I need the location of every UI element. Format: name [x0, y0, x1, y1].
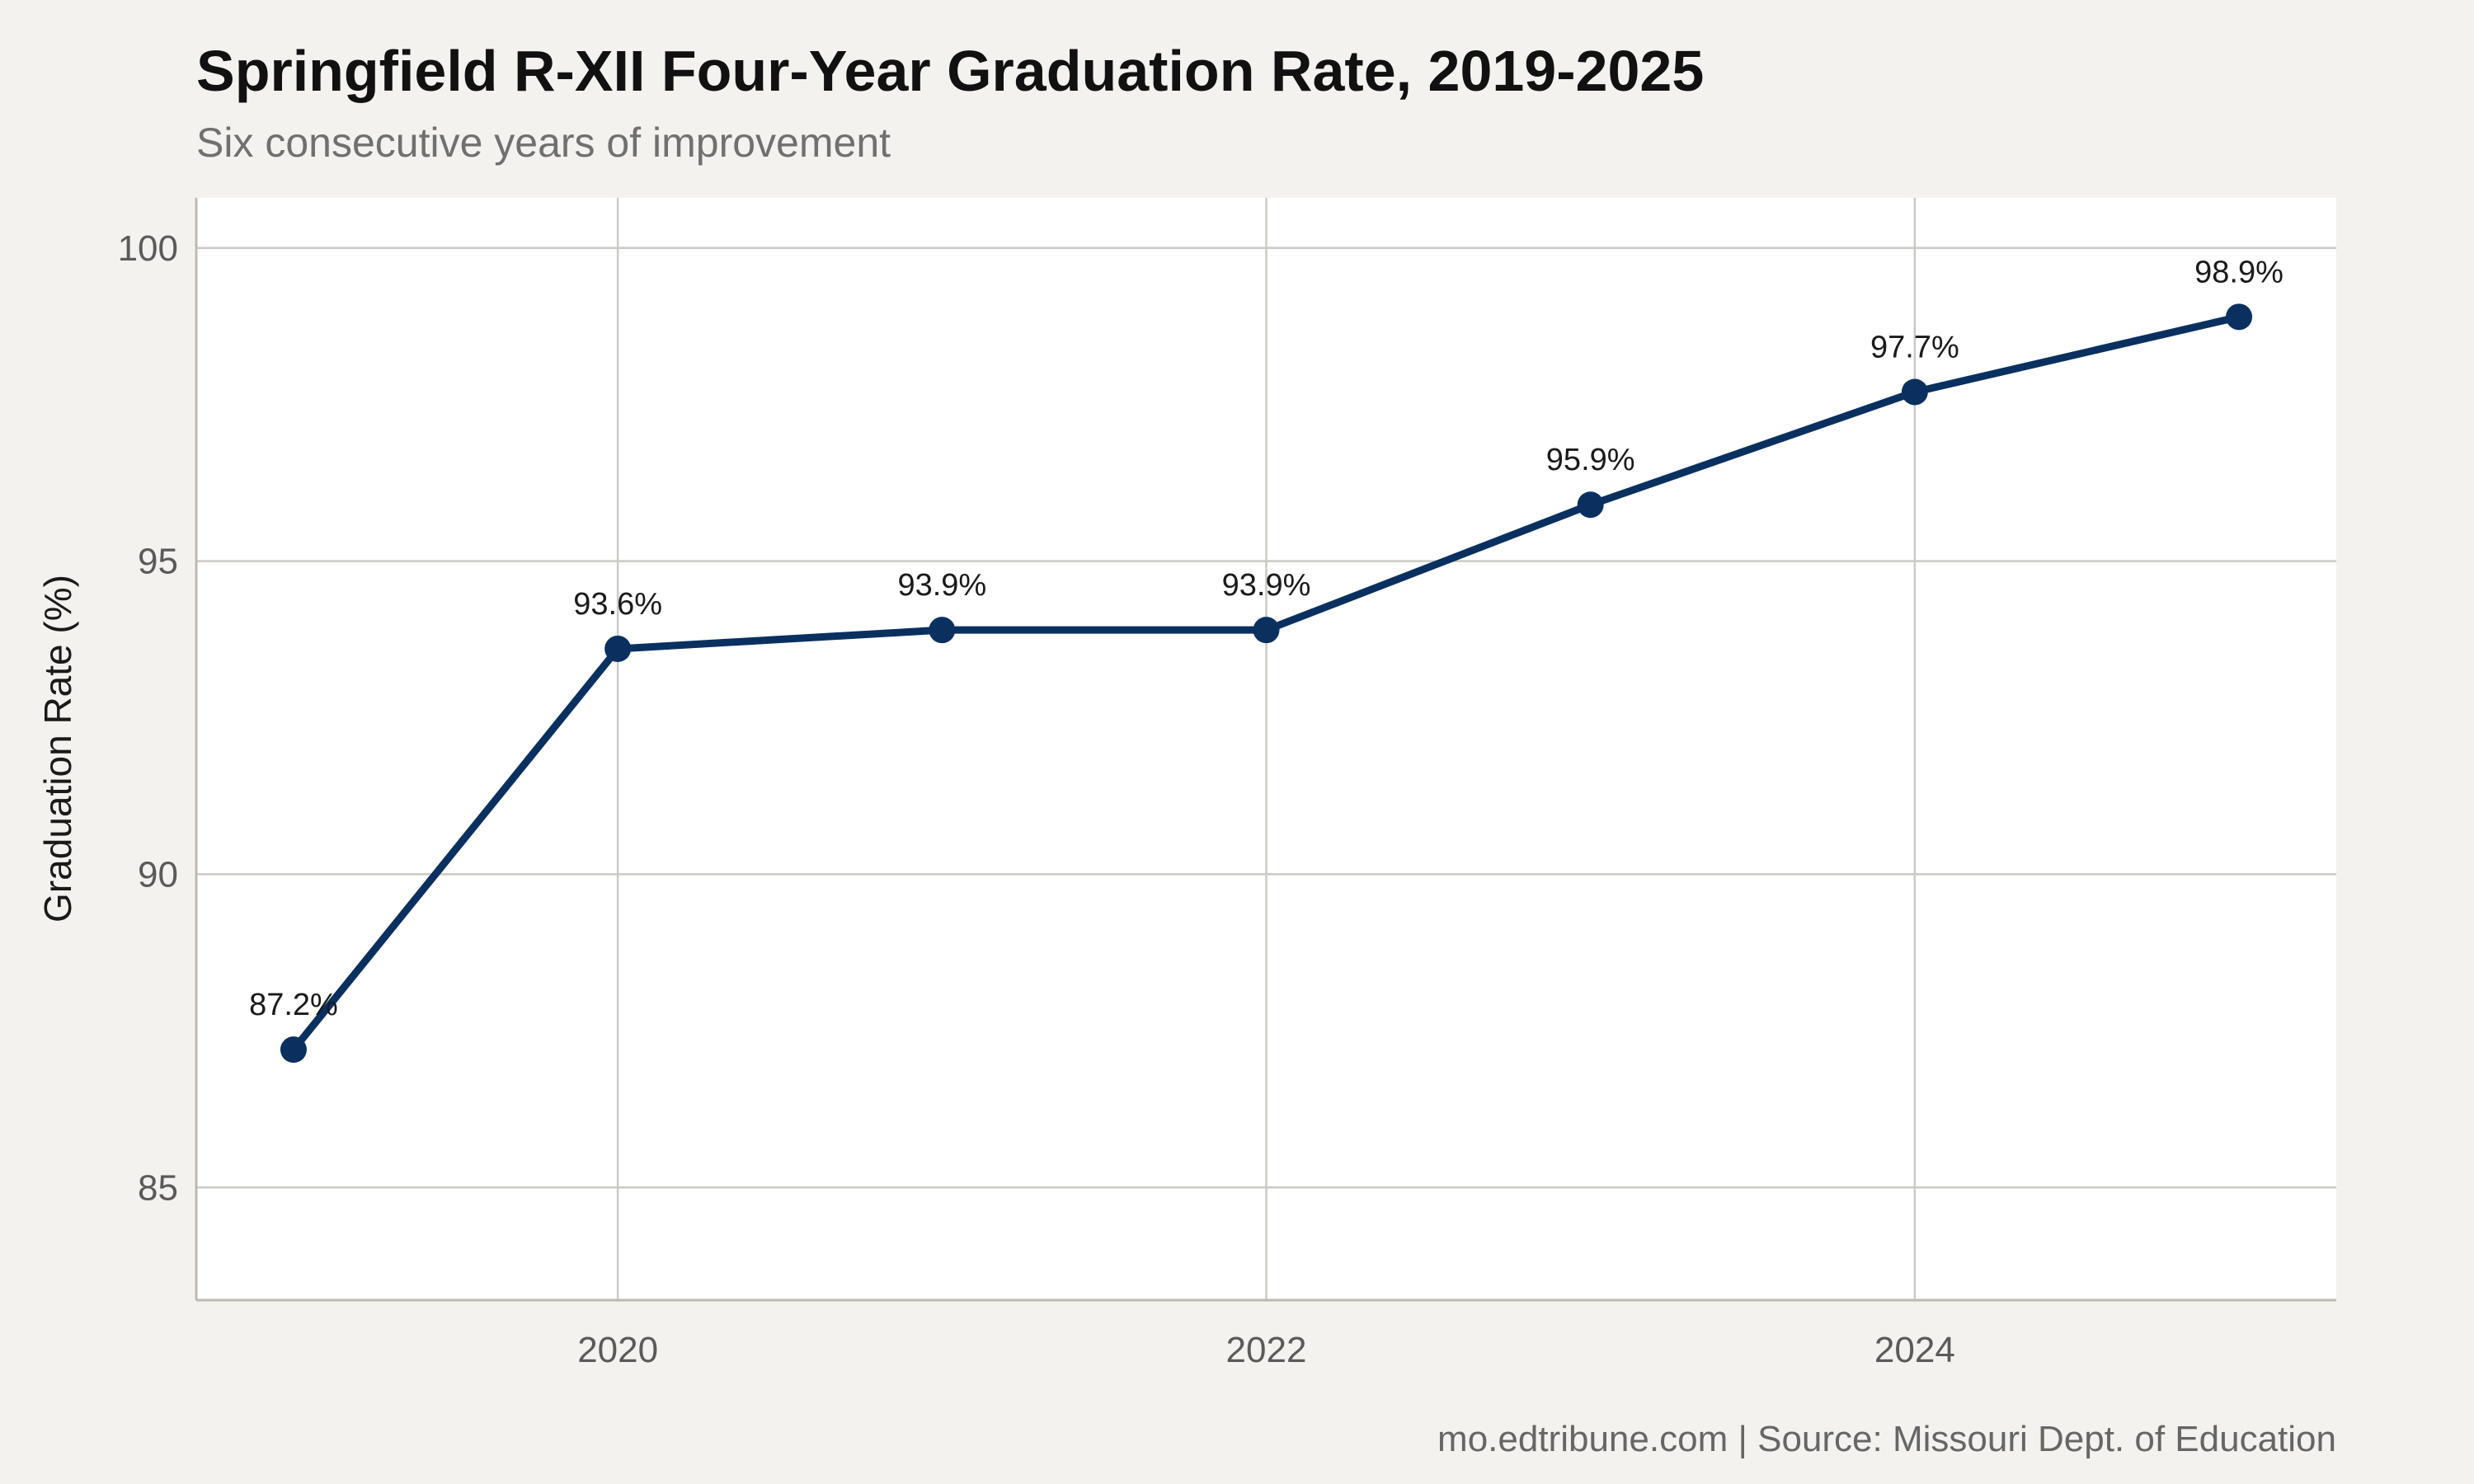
- data-label: 95.9%: [1546, 443, 1635, 477]
- data-label: 93.6%: [573, 587, 662, 622]
- chart-subtitle: Six consecutive years of improvement: [196, 120, 891, 166]
- data-label: 97.7%: [1870, 330, 1959, 364]
- data-label-layer: 87.2% 93.6% 93.9% 93.9% 95.9% 97.7% 98.9%: [249, 255, 2284, 1022]
- y-tick-label: 85: [138, 1167, 178, 1208]
- y-tick-label: 100: [118, 228, 178, 269]
- x-tick-label: 2020: [577, 1330, 658, 1370]
- x-tick-label: 2024: [1874, 1330, 1955, 1370]
- data-label: 98.9%: [2194, 255, 2284, 289]
- data-label: 93.9%: [897, 568, 986, 603]
- data-point: [1253, 617, 1280, 644]
- series-layer: [280, 303, 2253, 1064]
- y-axis-title: Graduation Rate (%): [36, 575, 79, 923]
- y-tick-label: 95: [138, 542, 178, 582]
- data-point: [604, 635, 632, 662]
- tick-label-layer: 85 90 95 100 2020 2022 2024: [118, 228, 1955, 1370]
- axis-layer: [195, 198, 2336, 1302]
- y-tick-label: 90: [138, 854, 178, 895]
- data-point: [929, 617, 956, 644]
- grid-layer: [196, 198, 2336, 1300]
- data-label: 87.2%: [249, 988, 338, 1022]
- chart-title: Springfield R-XII Four-Year Graduation R…: [196, 39, 1704, 103]
- data-point: [1901, 378, 1928, 406]
- x-tick-label: 2022: [1226, 1330, 1307, 1370]
- data-label: 93.9%: [1222, 568, 1311, 603]
- data-point: [280, 1036, 307, 1064]
- data-point: [1577, 491, 1604, 519]
- source-caption: mo.edtribune.com | Source: Missouri Dept…: [1437, 1419, 2336, 1459]
- data-point: [2226, 303, 2253, 331]
